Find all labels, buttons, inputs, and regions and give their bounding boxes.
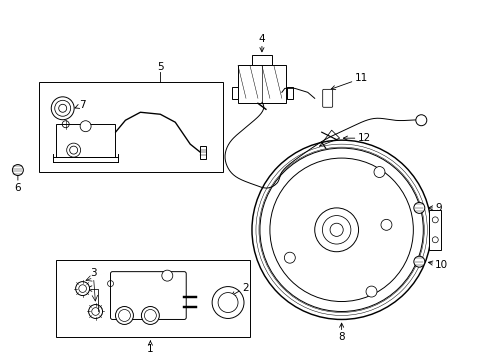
Circle shape — [115, 306, 133, 324]
Text: 11: 11 — [330, 73, 367, 90]
Bar — [232, 87, 238, 99]
Text: 6: 6 — [15, 168, 21, 193]
Circle shape — [366, 286, 376, 297]
Circle shape — [141, 306, 159, 324]
Text: 1: 1 — [147, 341, 153, 354]
Text: 3: 3 — [90, 267, 97, 278]
Bar — [56, 260, 249, 337]
Text: 5: 5 — [157, 62, 163, 72]
Bar — [200, 146, 206, 159]
Bar — [251, 55, 271, 66]
Circle shape — [314, 208, 358, 252]
Text: 10: 10 — [427, 260, 447, 270]
Text: 2: 2 — [231, 283, 248, 296]
Circle shape — [88, 305, 102, 319]
Circle shape — [373, 167, 384, 177]
Circle shape — [51, 97, 74, 120]
Text: 4: 4 — [258, 33, 264, 52]
Circle shape — [415, 115, 426, 126]
Circle shape — [380, 219, 391, 230]
FancyBboxPatch shape — [110, 272, 186, 319]
Circle shape — [76, 282, 89, 296]
Circle shape — [251, 140, 430, 319]
Circle shape — [284, 252, 295, 263]
Circle shape — [218, 293, 238, 312]
Bar — [286, 87, 292, 99]
Circle shape — [212, 287, 244, 319]
Circle shape — [80, 121, 91, 132]
Circle shape — [413, 256, 424, 267]
Bar — [428, 210, 440, 250]
Text: 8: 8 — [338, 323, 344, 342]
Circle shape — [269, 158, 412, 302]
Bar — [238, 66, 285, 103]
Bar — [56, 124, 115, 157]
Bar — [39, 82, 223, 172]
Circle shape — [12, 165, 23, 176]
Circle shape — [260, 148, 423, 311]
Text: 7: 7 — [75, 100, 85, 110]
FancyBboxPatch shape — [322, 89, 332, 107]
Circle shape — [413, 202, 424, 213]
Circle shape — [162, 270, 172, 281]
Text: 12: 12 — [343, 133, 370, 143]
Circle shape — [66, 143, 81, 157]
Text: 9: 9 — [427, 203, 441, 213]
